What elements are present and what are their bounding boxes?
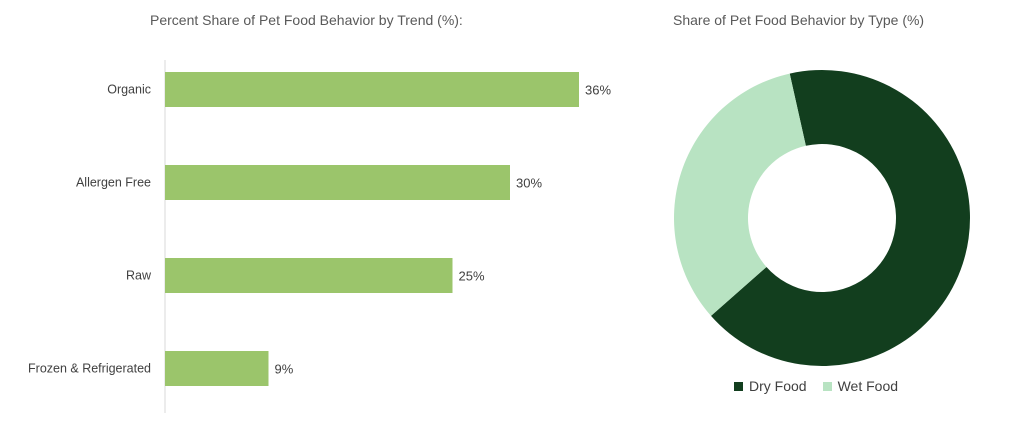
legend-label-wet-food: Wet Food bbox=[837, 378, 899, 394]
donut-chart-title: Share of Pet Food Behavior by Type (%) bbox=[673, 12, 925, 28]
value-label-organic: 36% bbox=[585, 83, 611, 98]
value-label-raw: 25% bbox=[459, 269, 485, 284]
category-label-raw: Raw bbox=[126, 269, 152, 283]
value-label-frozen-and-refrigerated: 9% bbox=[275, 362, 294, 377]
bar-frozen-and-refrigerated bbox=[165, 351, 269, 386]
donut-slice-wet-food bbox=[674, 73, 806, 316]
bar-chart-title: Percent Share of Pet Food Behavior by Tr… bbox=[150, 12, 463, 28]
legend-swatch-dry-food bbox=[734, 381, 743, 391]
legend-swatch-wet-food bbox=[822, 381, 832, 391]
legend-item-dry-food: Dry Food bbox=[734, 378, 807, 394]
donut-chart bbox=[674, 70, 970, 367]
value-label-allergen-free: 30% bbox=[516, 176, 542, 191]
legend-label-dry-food: Dry Food bbox=[749, 378, 807, 394]
bar-raw bbox=[165, 258, 453, 293]
category-label-frozen-and-refrigerated: Frozen & Refrigerated bbox=[28, 362, 151, 376]
legend-item-wet-food: Wet Food bbox=[822, 378, 899, 394]
bar-organic bbox=[165, 72, 579, 107]
bar-chart-panel: Percent Share of Pet Food Behavior by Tr… bbox=[28, 12, 611, 413]
donut-legend: Dry Food Wet Food bbox=[734, 378, 898, 394]
donut-slice-dry-food bbox=[710, 70, 970, 367]
donut-chart-panel: Share of Pet Food Behavior by Type (%) D… bbox=[640, 0, 1024, 433]
bar-allergen-free bbox=[165, 165, 510, 200]
category-label-allergen-free: Allergen Free bbox=[76, 176, 151, 190]
bar-chart: Organic 36% Allergen Free 30% Raw 25% Frozen &… bbox=[28, 60, 611, 413]
category-label-organic: Organic bbox=[107, 83, 151, 97]
